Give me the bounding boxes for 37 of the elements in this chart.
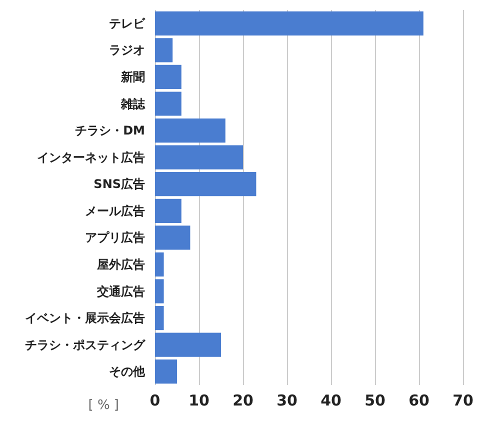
bar <box>155 92 182 116</box>
bar <box>155 226 190 250</box>
x-tick-label: 20 <box>232 392 254 410</box>
bar <box>155 172 256 196</box>
x-tick-label: 70 <box>452 392 474 410</box>
bar <box>155 279 164 304</box>
bar <box>155 332 221 357</box>
y-tick-label: テレビ <box>109 16 146 30</box>
y-tick-label: メール広告 <box>85 204 145 218</box>
y-tick-label: アプリ広告 <box>85 230 145 245</box>
y-tick-label: その他 <box>109 364 146 379</box>
x-tick-label: 50 <box>364 392 386 410</box>
bar <box>155 11 424 36</box>
bar <box>155 64 182 90</box>
bar <box>155 198 182 223</box>
x-tick-label: 10 <box>188 392 210 410</box>
y-tick-label: ラジオ <box>109 43 145 58</box>
y-tick-label: 屋外広告 <box>96 257 145 272</box>
bar <box>155 252 164 277</box>
bar <box>155 360 177 384</box>
bar <box>155 145 243 170</box>
bar <box>155 38 173 62</box>
y-tick-label: 雑誌 <box>120 96 146 111</box>
bar <box>155 118 226 143</box>
x-axis-title: [ % ] <box>88 398 119 413</box>
x-tick-label: 0 <box>150 392 160 410</box>
y-tick-label: インターネット広告 <box>37 150 145 164</box>
y-tick-label: 交通広告 <box>96 284 145 298</box>
y-tick-label: チラシ・DM <box>75 124 145 138</box>
x-tick-label: 30 <box>276 392 298 410</box>
y-tick-label: イベント・展示会広告 <box>25 311 145 326</box>
y-tick-label: SNS広告 <box>94 177 145 192</box>
x-tick-label: 60 <box>408 392 430 410</box>
bar <box>155 306 164 330</box>
x-tick-label: 40 <box>320 392 342 410</box>
y-tick-label: チラシ・ポスティング <box>25 338 146 352</box>
y-tick-label: 新聞 <box>120 70 145 84</box>
